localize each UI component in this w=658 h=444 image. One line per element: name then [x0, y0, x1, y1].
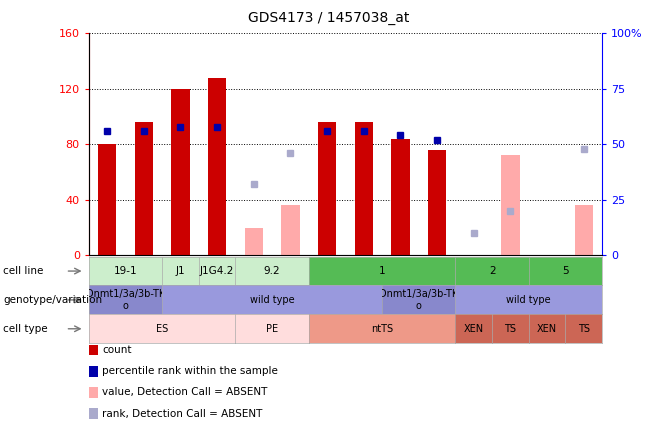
Bar — [501, 155, 520, 255]
Text: J1: J1 — [176, 266, 186, 276]
Bar — [245, 228, 263, 255]
Text: ntTS: ntTS — [371, 324, 393, 334]
Text: TS: TS — [578, 324, 590, 334]
Text: TS: TS — [505, 324, 517, 334]
Text: 1: 1 — [379, 266, 386, 276]
Bar — [135, 122, 153, 255]
Bar — [282, 206, 299, 255]
Text: wild type: wild type — [250, 295, 294, 305]
Text: percentile rank within the sample: percentile rank within the sample — [102, 366, 278, 376]
Bar — [392, 139, 409, 255]
Text: XEN: XEN — [464, 324, 484, 334]
Text: genotype/variation: genotype/variation — [3, 295, 103, 305]
Text: Dnmt1/3a/3b-TK
o: Dnmt1/3a/3b-TK o — [86, 289, 165, 311]
Text: 2: 2 — [489, 266, 495, 276]
Text: GDS4173 / 1457038_at: GDS4173 / 1457038_at — [248, 11, 410, 25]
Text: ES: ES — [156, 324, 168, 334]
Text: 5: 5 — [562, 266, 569, 276]
Bar — [355, 122, 373, 255]
Text: 19-1: 19-1 — [114, 266, 138, 276]
Text: count: count — [102, 345, 132, 355]
Text: cell line: cell line — [3, 266, 43, 276]
Text: PE: PE — [266, 324, 278, 334]
Text: rank, Detection Call = ABSENT: rank, Detection Call = ABSENT — [102, 409, 263, 419]
Bar — [318, 122, 336, 255]
Text: cell type: cell type — [3, 324, 48, 334]
Bar — [171, 89, 190, 255]
Text: J1G4.2: J1G4.2 — [200, 266, 234, 276]
Text: wild type: wild type — [507, 295, 551, 305]
Text: value, Detection Call = ABSENT: value, Detection Call = ABSENT — [102, 388, 267, 397]
Bar — [574, 206, 593, 255]
Bar — [428, 150, 446, 255]
Bar — [98, 144, 116, 255]
Text: XEN: XEN — [537, 324, 557, 334]
Text: Dnmt1/3a/3b-TK
o: Dnmt1/3a/3b-TK o — [379, 289, 459, 311]
Text: 9.2: 9.2 — [264, 266, 280, 276]
Bar — [208, 78, 226, 255]
